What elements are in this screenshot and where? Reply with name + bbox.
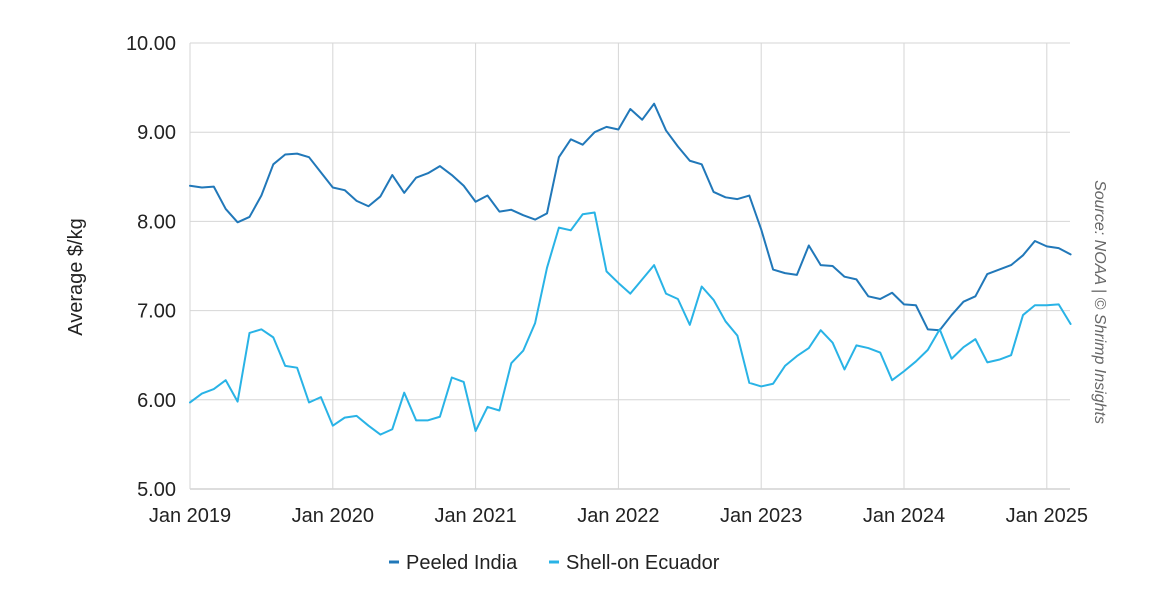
- series-line-peeled-india: [189, 102, 1072, 332]
- x-tick-label: Jan 2021: [434, 505, 516, 527]
- x-tick-label: Jan 2023: [720, 505, 802, 527]
- x-tick-label: Jan 2019: [149, 505, 231, 527]
- x-tick-label: Jan 2025: [1006, 505, 1088, 527]
- series-lines: [189, 102, 1072, 436]
- y-tick-label: 9.00: [137, 122, 176, 144]
- y-axis-title: Average $/kg: [65, 218, 87, 336]
- y-axis-ticks: 5.00 6.00 7.00 8.00 9.00 10.00: [126, 33, 176, 501]
- y-tick-label: 8.00: [137, 211, 176, 233]
- series-line-shell-on-ecuador: [189, 211, 1072, 436]
- x-tick-label: Jan 2020: [292, 505, 374, 527]
- legend-label-peeled-india: Peeled India: [406, 552, 518, 574]
- y-tick-label: 10.00: [126, 33, 176, 55]
- x-tick-label: Jan 2024: [863, 505, 945, 527]
- source-note: Source: NOAA | © Shrimp Insights: [1091, 180, 1108, 424]
- legend: Peeled India Shell-on Ecuador: [389, 552, 720, 574]
- x-axis-ticks: Jan 2019 Jan 2020 Jan 2021 Jan 2022 Jan 2023…: [149, 505, 1088, 527]
- y-tick-label: 7.00: [137, 301, 176, 323]
- legend-label-shell-on-ecuador: Shell-on Ecuador: [566, 552, 720, 574]
- grid-lines: [189, 42, 1070, 490]
- y-tick-label: 5.00: [137, 479, 176, 501]
- y-tick-label: 6.00: [137, 390, 176, 412]
- x-tick-label: Jan 2022: [577, 505, 659, 527]
